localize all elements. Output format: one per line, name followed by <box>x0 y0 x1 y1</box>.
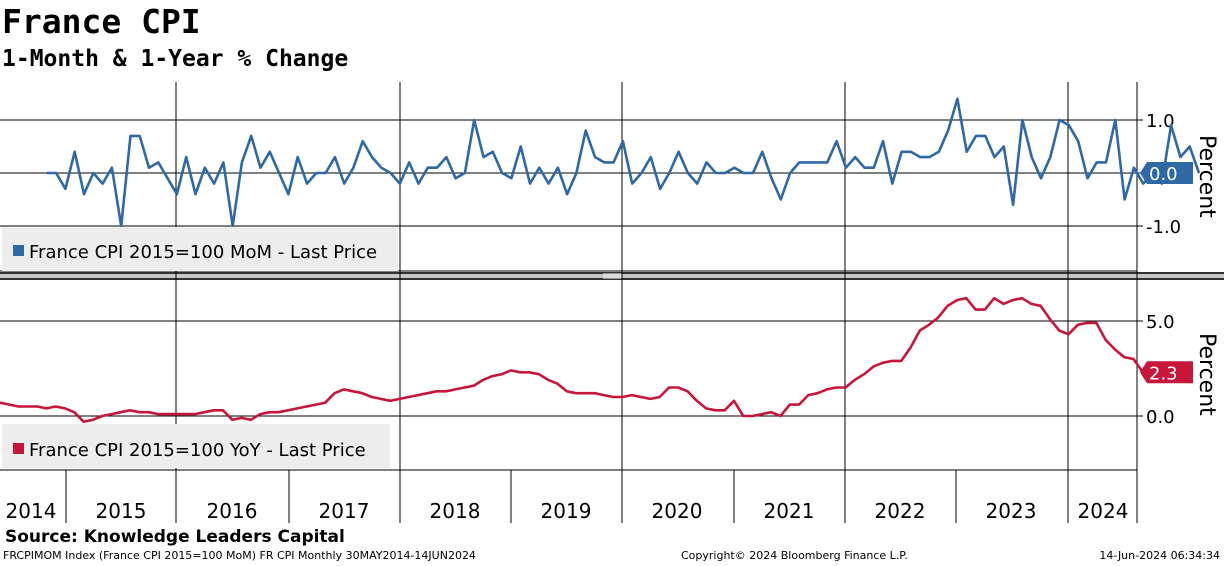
mom-last-value-badge <box>1140 162 1193 184</box>
yoy-legend[interactable]: France CPI 2015=100 YoY - Last Price <box>2 424 390 468</box>
yoy-series-line <box>0 296 1162 424</box>
x-axis-year-label: 2023 <box>986 499 1037 523</box>
x-axis-year-label: 2019 <box>541 499 592 523</box>
source-label: Source: Knowledge Leaders Capital <box>5 527 345 547</box>
copyright: Copyright© 2024 Bloomberg Finance L.P. <box>681 549 908 562</box>
x-axis-year-label: 2020 <box>652 499 703 523</box>
x-axis-year-label: 2014 <box>6 499 57 523</box>
timestamp: 14-Jun-2024 06:34:34 <box>1099 549 1220 562</box>
index-info: FRCPIMOM Index (France CPI 2015=100 MoM)… <box>3 549 476 562</box>
mom-tick-label: 1.0 <box>1146 111 1175 132</box>
x-axis-year-label: 2016 <box>207 499 258 523</box>
x-axis-year-label: 2022 <box>875 499 926 523</box>
mom-tick-label: -1.0 <box>1146 217 1181 238</box>
yoy-tick-label: 0.0 <box>1146 407 1175 428</box>
x-axis-year-label: 2017 <box>319 499 370 523</box>
yoy-panel: 0.0 5.0 2.3 <box>0 296 1193 428</box>
yoy-legend-label: France CPI 2015=100 YoY - Last Price <box>29 440 366 461</box>
chart-subtitle: 1-Month & 1-Year % Change <box>2 46 349 72</box>
yoy-tick-label: 5.0 <box>1146 312 1175 333</box>
x-axis-year-label: 2024 <box>1078 499 1129 523</box>
x-axis-year-label: 2021 <box>764 499 815 523</box>
separator-grip-icon <box>603 273 622 279</box>
x-axis-year-label: 2018 <box>430 499 481 523</box>
mom-series-line <box>46 97 1201 228</box>
mom-panel: -1.0 1.0 0.0 <box>0 82 1201 523</box>
yoy-last-value-badge <box>1140 361 1193 384</box>
x-axis: 2014 2015 2016 2017 2018 2019 2020 2021 2022 2023… <box>6 470 1129 523</box>
chart-title: France CPI <box>2 2 201 41</box>
mom-y-axis-title: Percent <box>1194 135 1219 218</box>
mom-last-value-badge-label: 0.0 <box>1149 164 1178 185</box>
yoy-legend-swatch <box>13 443 24 454</box>
x-axis-year-label: 2015 <box>96 499 147 523</box>
mom-legend-label: France CPI 2015=100 MoM - Last Price <box>29 242 377 263</box>
mom-legend[interactable]: France CPI 2015=100 MoM - Last Price <box>2 227 398 271</box>
yoy-y-axis-title: Percent <box>1194 333 1219 416</box>
mom-legend-swatch <box>13 245 24 256</box>
yoy-last-value-badge-label: 2.3 <box>1149 363 1178 384</box>
